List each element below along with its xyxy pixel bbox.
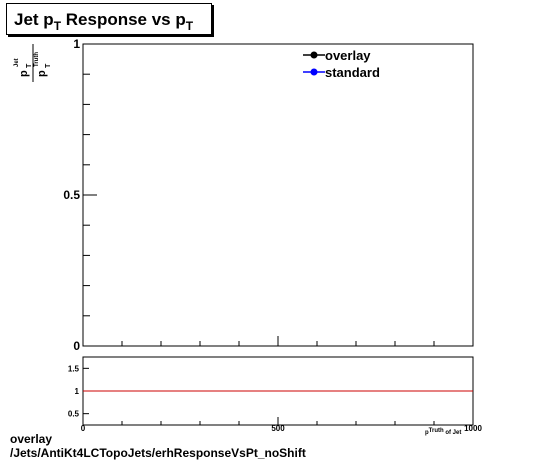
legend-standard-label: standard [325,65,380,80]
chart-title-box [6,3,212,35]
main-plot-frame [82,43,474,347]
y-label-numerator-subscript: T [26,63,33,68]
y-label-numerator: p [18,70,30,77]
y-label-numerator-superscript: Jet [14,58,20,67]
legend-overlay-label: overlay [325,48,371,63]
legend-overlay-marker [310,51,318,59]
x-tick-label: 1000 [464,424,482,433]
y-label-denominator-subscript: T [45,63,52,68]
y-tick-label: 0.5 [63,188,80,202]
y-tick-label: 1 [73,37,80,51]
legend-standard-marker [310,68,318,76]
footer-line-2: /Jets/AntiKt4LCTopoJets/erhResponseVsPt_… [10,446,306,460]
footer-line-1: overlay [10,432,53,446]
x-tick-label: 0 [81,424,86,433]
ratio-y-tick-label: 1 [75,387,80,396]
ratio-axis-ticks: 0.5 1 1.5 0 500 1000 [68,364,483,433]
y-label-denominator: p [36,70,48,77]
y-tick-label: 0 [73,339,80,353]
y-axis-label: p T Jet p T Truth [14,44,52,82]
y-label-denominator-superscript: Truth [34,52,40,67]
x-tick-label: 500 [271,424,285,433]
ratio-y-tick-label: 1.5 [68,364,80,373]
x-axis-label: pTruth of Jet [425,428,461,436]
chart-title: Jet pT Response vs pT [14,10,194,33]
legend: overlay standard [303,48,380,80]
ratio-y-tick-label: 0.5 [68,410,80,419]
main-axis-ticks: 00.51 [63,37,474,353]
